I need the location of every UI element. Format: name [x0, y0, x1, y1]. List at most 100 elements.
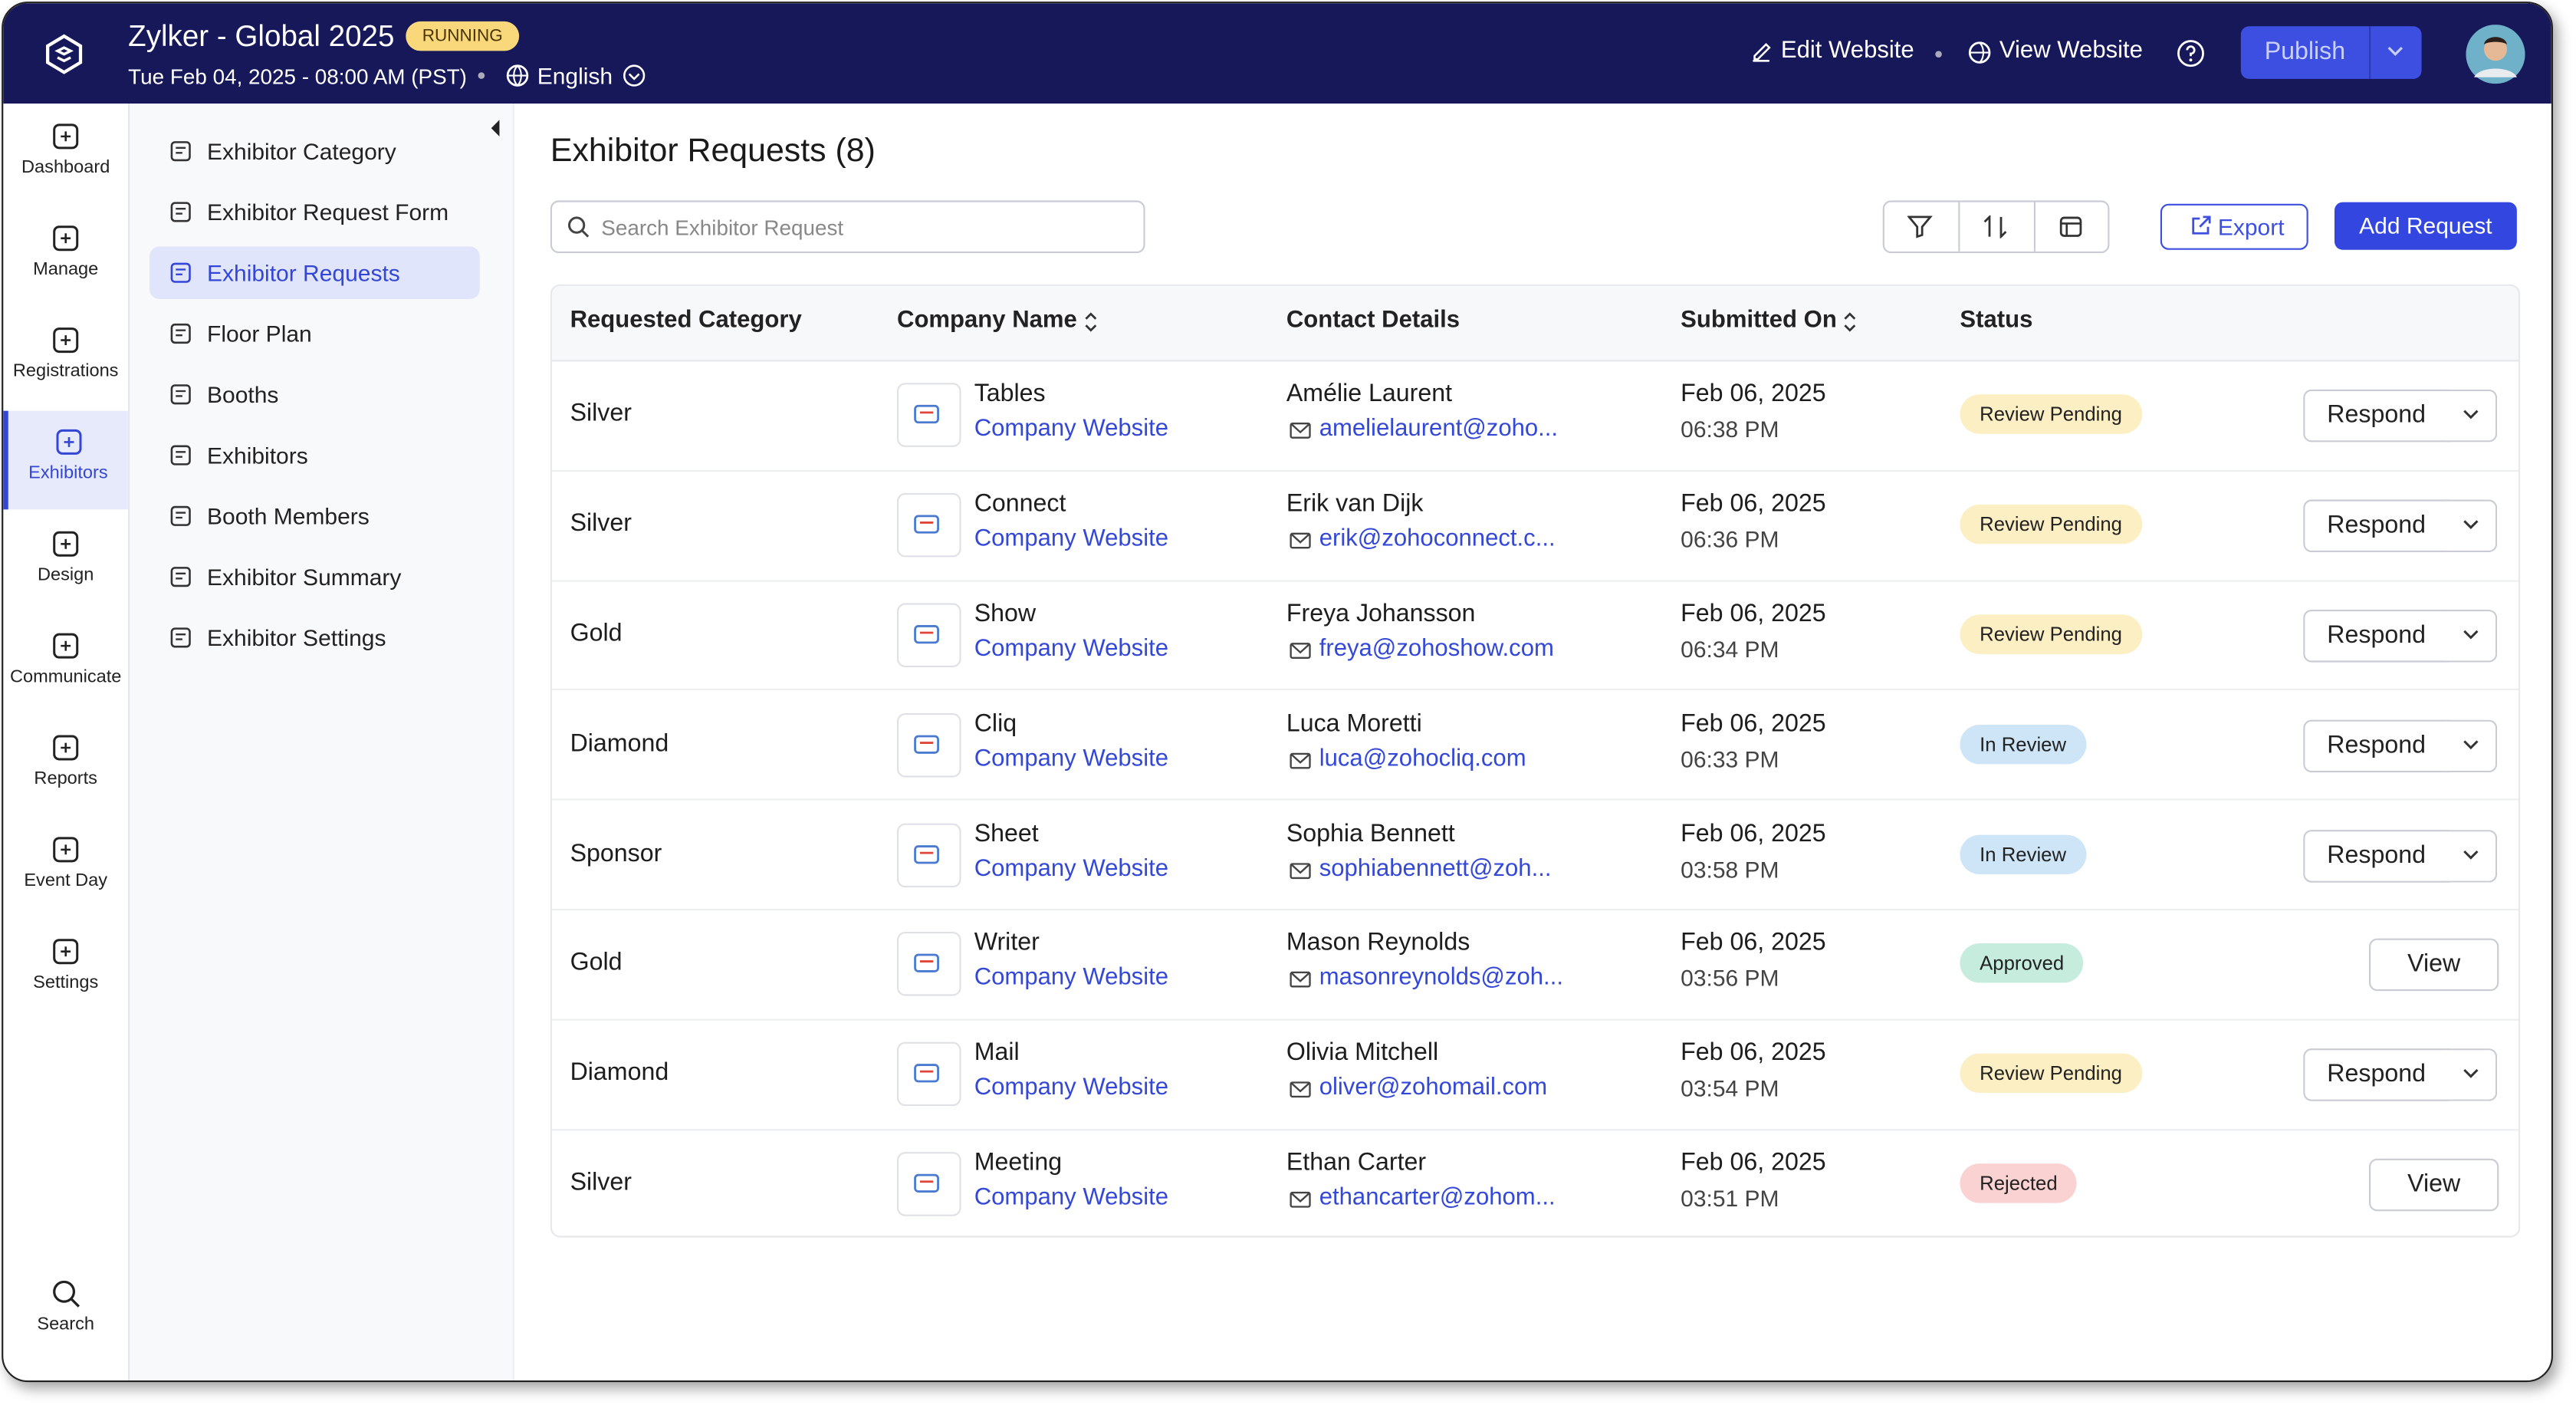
- respond-button[interactable]: Respond: [2303, 1048, 2450, 1102]
- rail-item[interactable]: Manage: [3, 207, 128, 306]
- company-website[interactable]: Company Website: [974, 636, 1169, 663]
- table-row: [552, 579, 2518, 691]
- respond-button[interactable]: Respond: [2303, 610, 2450, 663]
- subnav-item[interactable]: Booth Members: [150, 490, 480, 543]
- icon-rail: Dashboard Manage Registrations Exhibitors De…: [3, 104, 130, 1380]
- subnav-item[interactable]: Floor Plan: [150, 308, 480, 360]
- subnav-label: Exhibitors: [207, 442, 308, 469]
- category: Silver: [570, 509, 632, 538]
- respond-button[interactable]: Respond: [2303, 719, 2450, 772]
- rail-item[interactable]: Registrations: [3, 309, 128, 408]
- company-website[interactable]: Company Website: [974, 855, 1169, 882]
- language[interactable]: English: [537, 62, 613, 89]
- category: Gold: [570, 619, 623, 648]
- status-badge: Review Pending: [1960, 395, 2142, 435]
- contact-email[interactable]: oliver@zohomail.com: [1319, 1074, 1548, 1102]
- rail-icon: [53, 735, 79, 761]
- view-website[interactable]: View Website: [1999, 38, 2143, 64]
- column-header[interactable]: Company Name: [897, 307, 1077, 334]
- contact-email[interactable]: luca@zohocliq.com: [1319, 745, 1526, 772]
- subnav-icon: [170, 323, 191, 344]
- publish-menu[interactable]: [2385, 44, 2405, 61]
- company-website[interactable]: Company Website: [974, 1074, 1169, 1102]
- export-button[interactable]: Export: [2160, 203, 2308, 250]
- requests-table: Requested Category Company Name Contact De…: [550, 284, 2521, 1238]
- contact-email[interactable]: masonreynolds@zoh...: [1319, 965, 1563, 992]
- view-button[interactable]: View: [2369, 939, 2499, 992]
- company-website[interactable]: Company Website: [974, 416, 1169, 443]
- column-header[interactable]: Submitted On: [1681, 307, 1837, 334]
- publish-button[interactable]: Publish: [2264, 38, 2346, 66]
- rail-item[interactable]: Exhibitors: [3, 410, 129, 510]
- toolbar: [1882, 200, 2110, 253]
- add-request-button[interactable]: Add Request: [2334, 202, 2517, 250]
- status-badge: Review Pending: [1960, 1053, 2142, 1094]
- subnav-item[interactable]: Booths: [150, 368, 480, 421]
- rail-item[interactable]: Reports: [3, 716, 128, 815]
- company-logo: [897, 603, 961, 667]
- company-name: Writer: [974, 929, 1040, 957]
- sort-button[interactable]: [1983, 215, 2009, 239]
- search-placeholder: Search Exhibitor Request: [601, 215, 844, 240]
- search-box[interactable]: Search Exhibitor Request: [550, 200, 1145, 253]
- submitted-time: 06:36 PM: [1681, 526, 1779, 553]
- subnav-item[interactable]: Exhibitor Requests: [150, 246, 480, 299]
- subnav-icon: [170, 202, 191, 222]
- action-menu[interactable]: [2446, 610, 2498, 663]
- dot: [478, 72, 485, 79]
- contact-email[interactable]: erik@zohoconnect.c...: [1319, 526, 1556, 553]
- respond-button[interactable]: Respond: [2303, 829, 2450, 882]
- edit-website[interactable]: Edit Website: [1780, 38, 1914, 64]
- subnav-icon: [170, 567, 191, 587]
- respond-button[interactable]: Respond: [2303, 499, 2450, 553]
- view-button[interactable]: View: [2369, 1158, 2499, 1212]
- mail-icon: [1290, 423, 1311, 439]
- avatar[interactable]: [2466, 25, 2525, 84]
- rail-item[interactable]: Settings: [3, 920, 128, 1019]
- action-menu[interactable]: [2446, 829, 2498, 882]
- subnav-item[interactable]: Exhibitor Category: [150, 125, 480, 178]
- table-row: [552, 1018, 2518, 1130]
- caret: [2463, 630, 2479, 640]
- columns-button[interactable]: [2058, 216, 2085, 239]
- subnav-label: Exhibitor Request Form: [207, 199, 449, 225]
- category: Gold: [570, 949, 623, 977]
- action-menu[interactable]: [2446, 390, 2498, 443]
- contact-email[interactable]: sophiabennett@zoh...: [1319, 855, 1552, 882]
- respond-button[interactable]: Respond: [2303, 390, 2450, 443]
- event-datetime: Tue Feb 04, 2025 - 08:00 AM (PST): [128, 64, 467, 89]
- table-row: [552, 909, 2518, 1020]
- subnav-item[interactable]: Exhibitor Request Form: [150, 186, 480, 239]
- contact-email[interactable]: ethancarter@zohom...: [1319, 1185, 1556, 1212]
- submitted-date: Feb 06, 2025: [1681, 489, 1826, 518]
- mail-icon: [1290, 1081, 1311, 1098]
- company-name: Sheet: [974, 819, 1039, 847]
- rail-item[interactable]: Dashboard: [3, 105, 128, 204]
- category: Diamond: [570, 1058, 669, 1087]
- contact-email[interactable]: amelielaurent@zoho...: [1319, 416, 1559, 443]
- rail-label: Settings: [33, 972, 99, 993]
- rail-item[interactable]: Design: [3, 513, 128, 612]
- company-website[interactable]: Company Website: [974, 745, 1169, 772]
- rail-icon: [53, 531, 79, 557]
- rail-item[interactable]: Event Day: [3, 818, 128, 917]
- subnav-item[interactable]: Exhibitor Summary: [150, 551, 480, 604]
- company-website[interactable]: Company Website: [974, 965, 1169, 992]
- rail-item[interactable]: Communicate: [3, 614, 128, 713]
- company-website[interactable]: Company Website: [974, 526, 1169, 553]
- contact-name: Amélie Laurent: [1286, 380, 1453, 409]
- contact-email[interactable]: freya@zohoshow.com: [1319, 636, 1554, 663]
- rail-label: Registrations: [12, 361, 119, 382]
- company-website[interactable]: Company Website: [974, 1185, 1169, 1212]
- subnav-item[interactable]: Exhibitors: [150, 429, 480, 482]
- action-menu[interactable]: [2446, 1048, 2498, 1102]
- filter-button[interactable]: [1907, 216, 1934, 239]
- action-menu[interactable]: [2446, 499, 2498, 553]
- collapse-toggle[interactable]: [490, 118, 503, 138]
- action-menu[interactable]: [2446, 719, 2498, 772]
- subnav-item[interactable]: Exhibitor Settings: [150, 611, 480, 664]
- company-name: Cliq: [974, 709, 1017, 738]
- rail-search[interactable]: Search: [3, 1262, 128, 1361]
- contact-name: Luca Moretti: [1286, 709, 1422, 738]
- help-icon[interactable]: [2177, 39, 2204, 67]
